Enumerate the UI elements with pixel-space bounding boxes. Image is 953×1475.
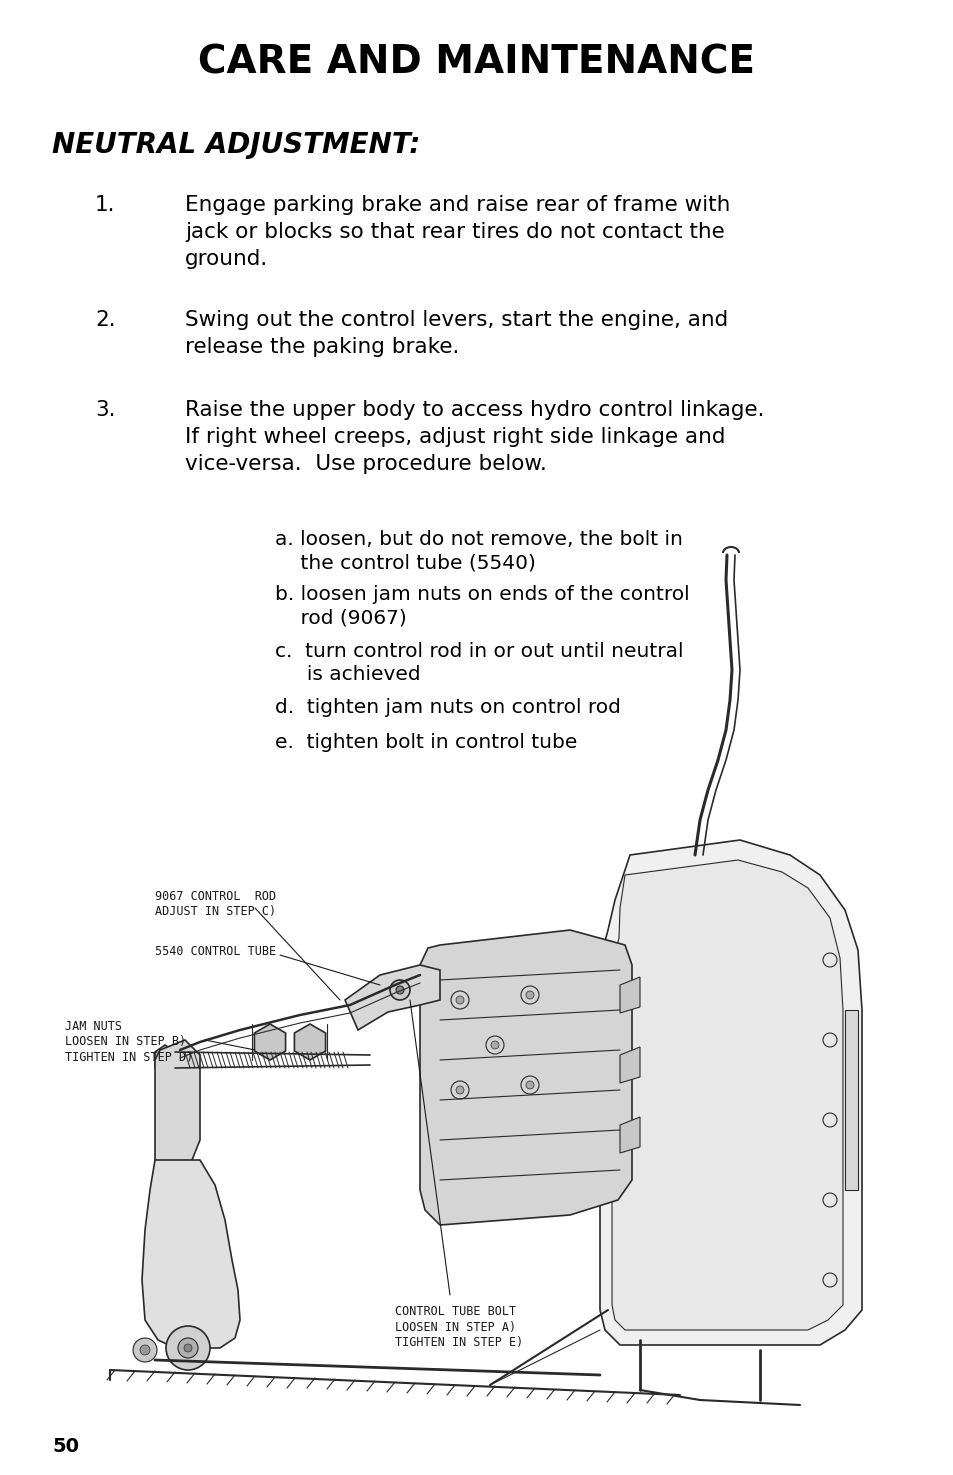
- Text: 3.: 3.: [95, 400, 115, 420]
- Text: d.  tighten jam nuts on control rod: d. tighten jam nuts on control rod: [274, 698, 620, 717]
- Text: CARE AND MAINTENANCE: CARE AND MAINTENANCE: [198, 43, 755, 81]
- Circle shape: [525, 991, 534, 999]
- Polygon shape: [619, 1047, 639, 1083]
- Circle shape: [132, 1338, 157, 1361]
- Polygon shape: [154, 1040, 200, 1180]
- Text: Swing out the control levers, start the engine, and
release the paking brake.: Swing out the control levers, start the …: [185, 310, 727, 357]
- Circle shape: [456, 996, 463, 1004]
- Polygon shape: [254, 1024, 285, 1061]
- Text: JAM NUTS
LOOSEN IN STEP B)
TIGHTEN IN STEP D): JAM NUTS LOOSEN IN STEP B) TIGHTEN IN ST…: [65, 1021, 193, 1063]
- Circle shape: [390, 979, 410, 1000]
- Text: 1.: 1.: [95, 195, 115, 215]
- Polygon shape: [619, 976, 639, 1013]
- Polygon shape: [142, 1159, 240, 1348]
- Circle shape: [166, 1326, 210, 1370]
- Text: a. loosen, but do not remove, the bolt in
    the control tube (5540): a. loosen, but do not remove, the bolt i…: [274, 530, 682, 572]
- Polygon shape: [154, 1044, 174, 1075]
- Circle shape: [456, 1086, 463, 1094]
- Circle shape: [140, 1345, 150, 1356]
- Text: e.  tighten bolt in control tube: e. tighten bolt in control tube: [274, 733, 577, 752]
- Text: NEUTRAL ADJUSTMENT:: NEUTRAL ADJUSTMENT:: [52, 131, 420, 159]
- Text: Engage parking brake and raise rear of frame with
jack or blocks so that rear ti: Engage parking brake and raise rear of f…: [185, 195, 730, 270]
- Text: CONTROL TUBE BOLT
LOOSEN IN STEP A)
TIGHTEN IN STEP E): CONTROL TUBE BOLT LOOSEN IN STEP A) TIGH…: [395, 1305, 522, 1350]
- Polygon shape: [294, 1024, 325, 1061]
- Circle shape: [491, 1041, 498, 1049]
- Polygon shape: [612, 860, 842, 1330]
- Text: Raise the upper body to access hydro control linkage.
If right wheel creeps, adj: Raise the upper body to access hydro con…: [185, 400, 763, 475]
- Circle shape: [184, 1344, 192, 1353]
- Polygon shape: [619, 1117, 639, 1153]
- Text: b. loosen jam nuts on ends of the control
    rod (9067): b. loosen jam nuts on ends of the contro…: [274, 586, 689, 627]
- Text: 50: 50: [52, 1438, 79, 1456]
- Circle shape: [395, 985, 403, 994]
- Circle shape: [178, 1338, 198, 1358]
- Polygon shape: [844, 1010, 857, 1190]
- Polygon shape: [599, 839, 862, 1345]
- Polygon shape: [419, 931, 631, 1226]
- Text: 2.: 2.: [95, 310, 115, 330]
- Text: 5540 CONTROL TUBE: 5540 CONTROL TUBE: [154, 945, 275, 957]
- Polygon shape: [345, 965, 439, 1030]
- Circle shape: [525, 1081, 534, 1089]
- Text: 9067 CONTROL  ROD
ADJUST IN STEP C): 9067 CONTROL ROD ADJUST IN STEP C): [154, 889, 275, 919]
- Text: c.  turn control rod in or out until neutral
     is achieved: c. turn control rod in or out until neut…: [274, 642, 682, 684]
